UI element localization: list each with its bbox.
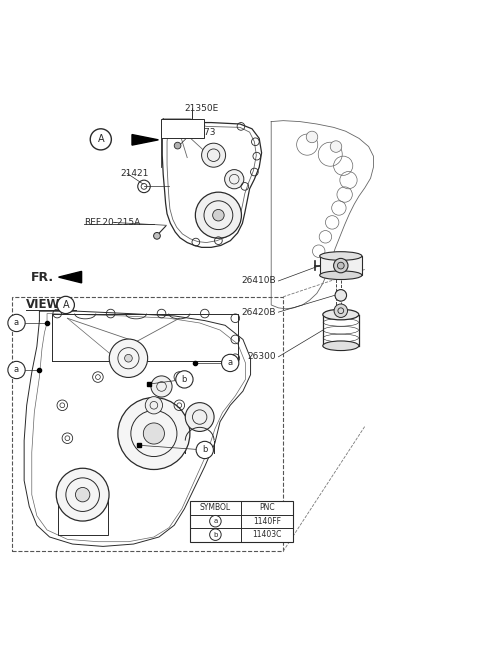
Text: 11403C: 11403C bbox=[252, 530, 282, 539]
Bar bbox=[161, 119, 204, 138]
Text: 26300: 26300 bbox=[247, 352, 276, 361]
Text: a: a bbox=[14, 365, 19, 375]
Text: A: A bbox=[97, 134, 104, 144]
Ellipse shape bbox=[320, 252, 362, 260]
Circle shape bbox=[118, 398, 190, 470]
Text: 21350E: 21350E bbox=[184, 104, 219, 113]
Circle shape bbox=[222, 354, 239, 371]
Circle shape bbox=[210, 516, 221, 527]
Text: 1140FF: 1140FF bbox=[253, 517, 281, 525]
Text: A: A bbox=[62, 300, 69, 310]
Circle shape bbox=[202, 143, 226, 167]
Text: VIEW: VIEW bbox=[26, 298, 61, 312]
Bar bbox=[320, 256, 362, 276]
Circle shape bbox=[306, 131, 318, 143]
Text: 21473: 21473 bbox=[187, 128, 216, 136]
Text: b: b bbox=[202, 445, 207, 455]
Circle shape bbox=[330, 141, 342, 152]
Text: a: a bbox=[228, 358, 233, 367]
Circle shape bbox=[337, 262, 344, 269]
Circle shape bbox=[125, 354, 132, 362]
Text: REF.20-215A: REF.20-215A bbox=[84, 218, 140, 227]
Text: 26410B: 26410B bbox=[241, 276, 276, 285]
Text: a: a bbox=[14, 318, 19, 327]
Circle shape bbox=[335, 289, 347, 301]
Circle shape bbox=[144, 423, 165, 444]
Polygon shape bbox=[132, 134, 158, 145]
Circle shape bbox=[185, 403, 214, 432]
Text: PNC: PNC bbox=[259, 503, 275, 512]
Circle shape bbox=[8, 314, 25, 331]
Text: FR.: FR. bbox=[31, 271, 54, 283]
Text: a: a bbox=[213, 518, 217, 524]
Ellipse shape bbox=[323, 341, 359, 350]
Bar bbox=[190, 501, 293, 542]
Circle shape bbox=[75, 487, 90, 502]
Text: b: b bbox=[213, 531, 217, 538]
Bar bbox=[58, 493, 108, 535]
Circle shape bbox=[174, 142, 181, 149]
Circle shape bbox=[56, 468, 109, 521]
Circle shape bbox=[8, 361, 25, 379]
Text: b: b bbox=[182, 375, 187, 384]
Circle shape bbox=[210, 529, 221, 541]
Bar bbox=[12, 297, 283, 551]
Polygon shape bbox=[59, 272, 82, 283]
Ellipse shape bbox=[323, 309, 359, 320]
Circle shape bbox=[334, 258, 348, 273]
Circle shape bbox=[90, 129, 111, 150]
Circle shape bbox=[151, 376, 172, 397]
Circle shape bbox=[145, 397, 163, 414]
Circle shape bbox=[176, 371, 193, 388]
Circle shape bbox=[213, 209, 224, 221]
Circle shape bbox=[57, 297, 74, 314]
Ellipse shape bbox=[320, 271, 362, 279]
Circle shape bbox=[334, 304, 348, 318]
Text: 26420B: 26420B bbox=[241, 308, 276, 317]
Text: 21421: 21421 bbox=[120, 169, 148, 178]
Circle shape bbox=[196, 441, 214, 459]
Circle shape bbox=[154, 232, 160, 239]
Circle shape bbox=[195, 192, 241, 238]
Circle shape bbox=[225, 170, 244, 189]
Circle shape bbox=[109, 339, 148, 377]
Text: SYMBOL: SYMBOL bbox=[200, 503, 231, 512]
